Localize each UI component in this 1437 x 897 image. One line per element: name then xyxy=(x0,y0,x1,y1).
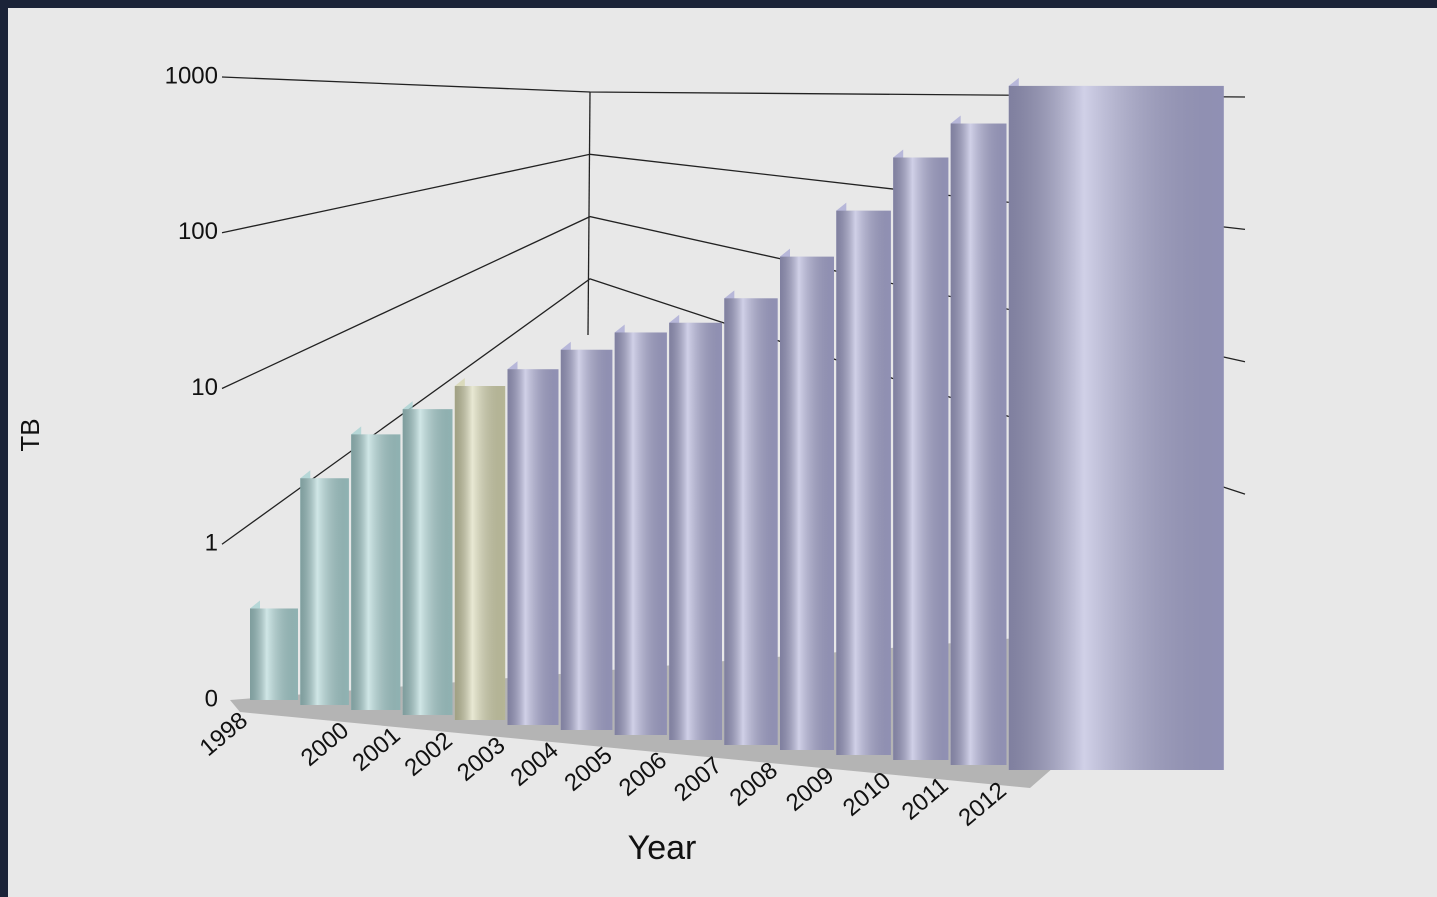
bar-shade xyxy=(560,349,613,730)
bar-shade xyxy=(780,256,834,750)
bar-shade xyxy=(893,157,949,761)
y-tick-label: 0 xyxy=(205,685,218,712)
bar-shade xyxy=(724,298,778,745)
bar-shade xyxy=(300,478,349,705)
y-tick-label: 10 xyxy=(191,374,218,401)
bar-shade xyxy=(614,332,667,735)
bar-shade xyxy=(454,385,506,720)
x-axis-label: Year xyxy=(628,829,697,867)
bar-shade xyxy=(402,409,453,715)
y-tick-label: 1 xyxy=(205,530,218,557)
bar-shade xyxy=(669,322,722,740)
y-tick-label: 100 xyxy=(178,218,218,245)
bar-shade xyxy=(836,210,891,755)
wall-edge xyxy=(587,91,591,336)
bar-shade xyxy=(1008,85,1224,771)
bar-shade xyxy=(950,123,1007,765)
bar-shade xyxy=(351,434,401,710)
bar-shade xyxy=(507,369,559,725)
y-tick-label: 1000 xyxy=(165,62,218,89)
y-axis-label: TB xyxy=(15,418,45,451)
bar-shade xyxy=(250,608,298,700)
